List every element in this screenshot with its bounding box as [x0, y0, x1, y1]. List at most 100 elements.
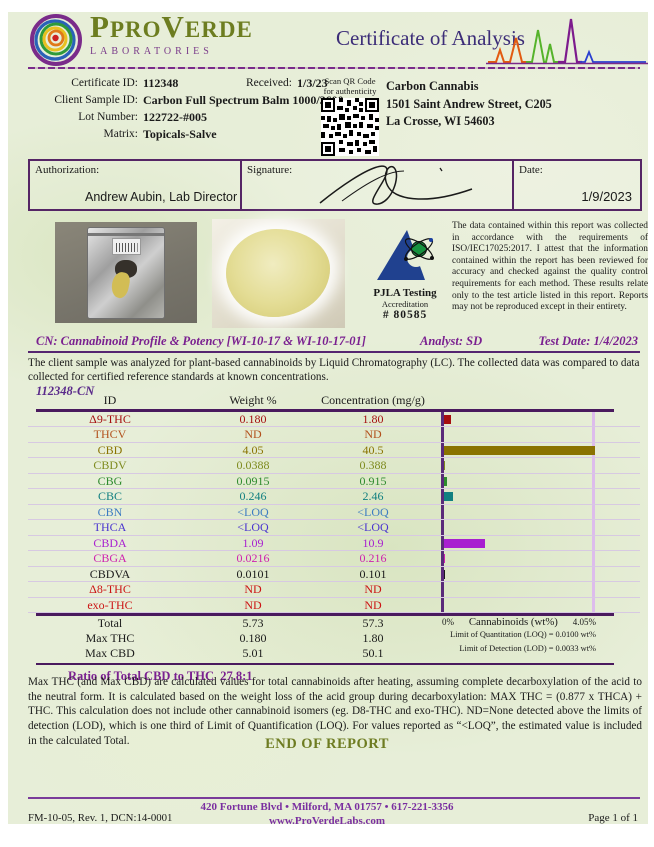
- table-cell: 0.0216: [236, 551, 270, 566]
- table-mid-rule: [36, 613, 614, 616]
- lab-contact: 420 Fortune Blvd • Milford, MA 01757 • 6…: [0, 801, 654, 828]
- chart-axis-max: [592, 411, 595, 614]
- signature-graphic: [312, 161, 507, 214]
- table-cell: 0.0388: [236, 458, 270, 473]
- sample-code: 112348-CN: [36, 384, 95, 398]
- pjla-logo-icon: [369, 230, 441, 286]
- authorization-label: Authorization:: [35, 164, 100, 176]
- table-cell: 2.46: [362, 489, 384, 504]
- table-cell: ND: [364, 582, 382, 597]
- qr-block: Scan QR Code for authenticity: [316, 76, 384, 161]
- client-address-line2: La Crosse, WI 54603: [386, 114, 495, 128]
- table-row: THCA <LOQ <LOQ: [28, 520, 640, 536]
- table-cell: <LOQ: [237, 504, 269, 519]
- authorization-row: Authorization: Andrew Aubin, Lab Directo…: [28, 159, 642, 211]
- page-number: Page 1 of 1: [588, 812, 638, 824]
- certificate-id-label: Certificate ID:: [71, 77, 138, 89]
- summary-cell: 0.180: [239, 631, 267, 646]
- table-cell: 0.180: [239, 411, 267, 426]
- table-row: Δ8-THC ND ND: [28, 582, 640, 598]
- pjla-title: PJLA Testing: [373, 287, 437, 299]
- footer-divider: [28, 797, 640, 799]
- salve-blob-image: [226, 229, 330, 317]
- lot-number-value: 122722-#005: [143, 110, 207, 124]
- lod-note: Limit of Detection (LOD) = 0.0033 wt%: [459, 644, 596, 654]
- header-divider: [28, 67, 640, 69]
- summary-cell: 5.01: [242, 646, 264, 661]
- table-cell: CBC: [97, 489, 122, 504]
- summary-row: Max CBD 5.01 50.1: [28, 646, 640, 661]
- chart-x-min: 0%: [442, 616, 454, 627]
- chromatogram-graphic: [486, 16, 648, 73]
- attestation-paragraph: The data contained within this report wa…: [452, 221, 648, 313]
- summary-cell: 50.1: [362, 646, 384, 661]
- table-cell: 0.0915: [236, 473, 270, 488]
- certificate-id-value: 112348: [143, 76, 179, 90]
- table-row: CBC 0.246 2.46: [28, 489, 640, 505]
- calculation-footnote: Max THC (and Max CBD) are calculated val…: [28, 676, 642, 747]
- table-cell: 0.915: [359, 473, 387, 488]
- table-header-row: ID Weight % Concentration (mg/g): [28, 393, 640, 409]
- date-box: Date: 1/9/2023: [512, 159, 642, 211]
- chart-bar: [444, 538, 485, 548]
- table-cell: ND: [364, 427, 382, 442]
- table-row: CBDA 1.09 10.9: [28, 536, 640, 552]
- cbd-thc-ratio: Ratio of Total CBD to THC 27.8:1: [68, 669, 253, 684]
- chart-bar: [444, 476, 448, 486]
- summary-cell: Total: [97, 615, 123, 630]
- date-label: Date:: [519, 164, 543, 176]
- table-cell: CBD: [97, 442, 123, 457]
- document-code: FM-10-05, Rev. 1, DCN:14-0001: [28, 812, 173, 824]
- table-cell: 0.246: [239, 489, 267, 504]
- client-sample-id-value: Carbon Full Spectrum Balm 1000/3600mg: [143, 93, 360, 107]
- table-cell: 40.5: [362, 442, 384, 457]
- pjla-accreditation: PJLA Testing Accreditation # 80585: [362, 228, 448, 321]
- table-row: CBDV 0.0388 0.388: [28, 458, 640, 474]
- chart-bar: [444, 554, 445, 564]
- summary-cell: 57.3: [362, 615, 384, 630]
- table-row: CBG 0.0915 0.915: [28, 474, 640, 490]
- pjla-number: # 80585: [382, 309, 428, 321]
- table-cell: 1.80: [362, 411, 384, 426]
- qr-code: [316, 98, 384, 161]
- table-cell: 10.9: [362, 535, 384, 550]
- spiral-logo-icon: [28, 12, 84, 73]
- chart-bar: [444, 414, 451, 424]
- sample-photo-package: [55, 222, 197, 323]
- signature-label: Signature:: [247, 164, 293, 176]
- date-value: 1/9/2023: [581, 189, 632, 204]
- table-cell: Δ8-THC: [89, 582, 131, 597]
- lot-number-label: Lot Number:: [78, 111, 138, 123]
- summary-block: Total 5.73 57.3 Max THC 0.180 1.80 Max CBD 5.01…: [28, 616, 640, 663]
- table-cell: CBG: [97, 473, 123, 488]
- chart-x-title: Cannabinoids (wt%): [468, 615, 558, 628]
- brand-subtitle: LABORATORIES: [90, 46, 213, 57]
- end-of-report: END OF REPORT: [265, 736, 389, 752]
- summary-cell: Max CBD: [85, 646, 135, 661]
- column-header-weight: Weight %: [229, 393, 277, 407]
- lab-website: www.ProVerdeLabs.com: [268, 814, 386, 827]
- table-row: Δ9-THC 0.180 1.80: [28, 412, 640, 428]
- matrix-label: Matrix:: [103, 128, 139, 140]
- sample-info: Certificate ID: 112348 Received: 1/3/23 …: [28, 75, 388, 143]
- potency-table: ID Weight % Concentration (mg/g) Δ9-THC 0…: [28, 393, 640, 684]
- chart-bar: [444, 461, 446, 471]
- table-cell: 1.09: [242, 535, 264, 550]
- cn-section-title: CN: Cannabinoid Profile & Potency [WI-10…: [36, 334, 366, 348]
- chart-axis-zero: [441, 411, 444, 614]
- column-header-id: ID: [103, 393, 117, 407]
- table-cell: 0.216: [359, 551, 387, 566]
- brand-name: PPROVERDE: [90, 9, 253, 44]
- cn-analyst: Analyst: SD: [420, 334, 483, 348]
- table-cell: THCV: [93, 427, 127, 442]
- table-cell: CBDV: [93, 458, 127, 473]
- lab-address: 420 Fortune Blvd • Milford, MA 01757 • 6…: [200, 801, 454, 813]
- table-cell: <LOQ: [357, 520, 389, 535]
- cn-section-header: CN: Cannabinoid Profile & Potency [WI-10…: [28, 332, 640, 353]
- received-value: 1/3/23: [296, 76, 328, 90]
- mylar-bag-image: [87, 227, 165, 319]
- table-cell: ND: [244, 582, 262, 597]
- page-title: Certificate of Analysis: [336, 26, 525, 50]
- table-cell: <LOQ: [237, 520, 269, 535]
- proverde-logo: PPROVERDE LABORATORIES: [28, 9, 253, 73]
